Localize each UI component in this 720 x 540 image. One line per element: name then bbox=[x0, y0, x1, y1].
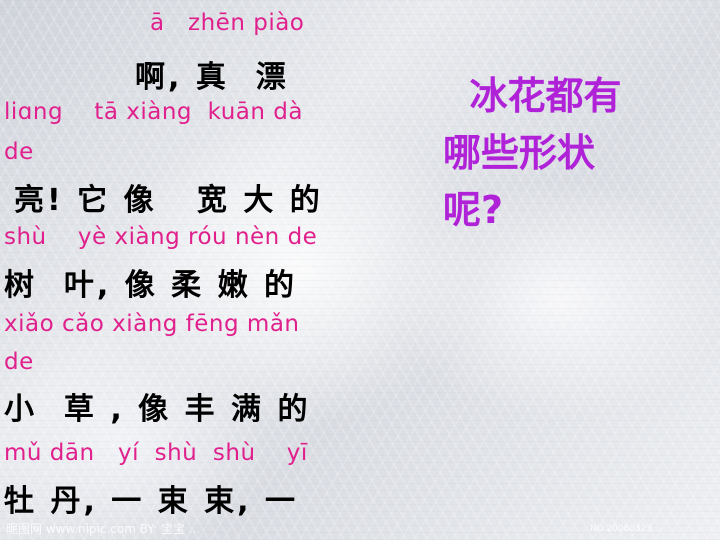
hanzi-line-3: 树 叶, 像 柔 嫩 的 bbox=[4, 268, 298, 303]
hanzi-line-4: 小 草 , 像 丰 满 的 bbox=[4, 392, 311, 427]
pinyin-line-5: xiǎo cǎo xiàng fēng mǎn bbox=[4, 311, 300, 337]
pinyin-line-2: liɑng tā xiàng kuān dà bbox=[4, 99, 303, 125]
hanzi-line-1: 啊, 真 漂 bbox=[135, 60, 289, 95]
pinyin-line-7: mǔ dān yí shù shù yī bbox=[4, 440, 308, 466]
hanzi-line-2: 亮! 它 像 宽 大 的 bbox=[14, 183, 323, 218]
question-line-3: 呢? bbox=[443, 188, 504, 232]
pinyin-line-1: ā zhēn piào bbox=[150, 10, 305, 36]
watermark-logo: 昵图网 www.nipic.com BY: 宝宝 ... bbox=[6, 522, 201, 536]
question-line-1: 冰花都有 bbox=[443, 74, 622, 118]
question-text: 冰花都有 哪些形状 呢? bbox=[443, 68, 713, 239]
pinyin-line-4: shù yè xiàng róu nèn de bbox=[4, 224, 318, 250]
question-line-2: 哪些形状 bbox=[443, 131, 596, 175]
hanzi-line-5: 牡 丹, 一 束 束, 一 bbox=[4, 484, 299, 519]
pinyin-line-3: de bbox=[4, 139, 34, 165]
watermark-id: NO.20080323... bbox=[590, 524, 661, 534]
pinyin-line-6: de bbox=[4, 349, 34, 375]
